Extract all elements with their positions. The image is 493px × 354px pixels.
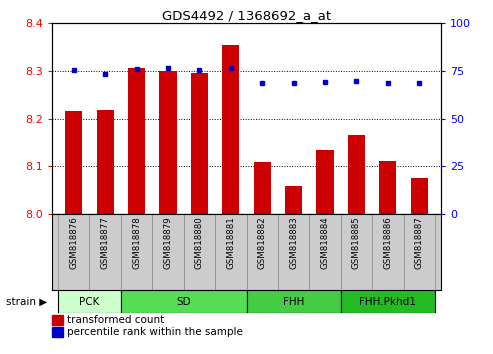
- Bar: [65, 112, 82, 214]
- Bar: [341, 290, 435, 313]
- Text: FHH.Pkhd1: FHH.Pkhd1: [359, 297, 416, 307]
- Text: GSM818886: GSM818886: [384, 216, 392, 269]
- Bar: [121, 290, 246, 313]
- Bar: [309, 214, 341, 290]
- Bar: [278, 214, 309, 290]
- Bar: [246, 290, 341, 313]
- Text: GSM818887: GSM818887: [415, 216, 424, 269]
- Bar: [372, 214, 404, 290]
- Bar: [222, 45, 240, 214]
- Bar: [404, 214, 435, 290]
- Text: GSM818880: GSM818880: [195, 216, 204, 269]
- Text: GSM818883: GSM818883: [289, 216, 298, 269]
- Text: transformed count: transformed count: [67, 315, 164, 325]
- Bar: [341, 214, 372, 290]
- Text: GDS4492 / 1368692_a_at: GDS4492 / 1368692_a_at: [162, 9, 331, 22]
- Text: SD: SD: [176, 297, 191, 307]
- Bar: [159, 71, 176, 214]
- Bar: [152, 214, 184, 290]
- Bar: [184, 214, 215, 290]
- Bar: [58, 290, 121, 313]
- Bar: [58, 214, 89, 290]
- Bar: [285, 187, 302, 214]
- Bar: [253, 162, 271, 214]
- Bar: [411, 178, 428, 214]
- Bar: [128, 68, 145, 214]
- Bar: [379, 161, 396, 214]
- Text: GSM818878: GSM818878: [132, 216, 141, 269]
- Bar: [317, 150, 334, 214]
- Text: FHH: FHH: [283, 297, 304, 307]
- Bar: [348, 135, 365, 214]
- Text: PCK: PCK: [79, 297, 100, 307]
- Bar: [246, 214, 278, 290]
- Text: GSM818877: GSM818877: [101, 216, 109, 269]
- Text: GSM818876: GSM818876: [69, 216, 78, 269]
- Text: GSM818879: GSM818879: [164, 216, 173, 269]
- Bar: [215, 214, 246, 290]
- Text: GSM818885: GSM818885: [352, 216, 361, 269]
- Bar: [89, 214, 121, 290]
- Text: GSM818882: GSM818882: [258, 216, 267, 269]
- Bar: [121, 214, 152, 290]
- Text: percentile rank within the sample: percentile rank within the sample: [67, 327, 243, 337]
- Text: strain ▶: strain ▶: [5, 297, 47, 307]
- Bar: [97, 110, 114, 214]
- Text: GSM818884: GSM818884: [320, 216, 329, 269]
- Text: GSM818881: GSM818881: [226, 216, 235, 269]
- Bar: [191, 73, 208, 214]
